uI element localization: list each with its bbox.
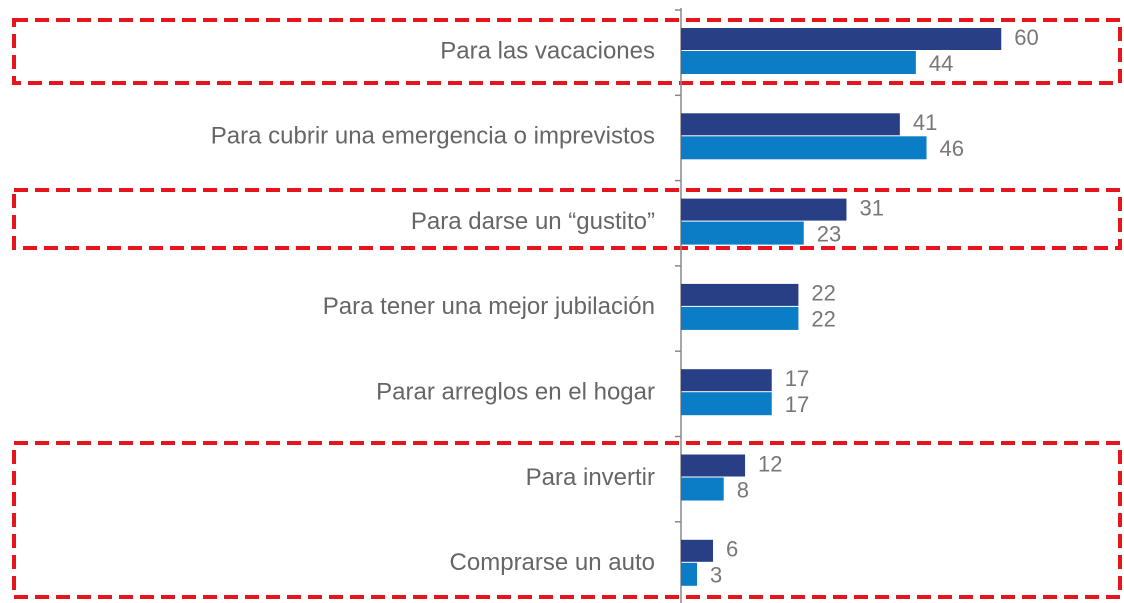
bar [681, 136, 927, 160]
bar [681, 477, 724, 501]
value-label: 6 [726, 537, 738, 562]
highlight-boxes [12, 18, 1122, 599]
value-label: 22 [811, 307, 835, 332]
category-label: Para las vacaciones [440, 37, 655, 64]
category-label: Parar arreglos en el hogar [376, 379, 655, 406]
value-label: 3 [710, 563, 722, 588]
category-label: Para invertir [526, 464, 655, 491]
category-label: Para darse un “gustito” [411, 208, 655, 235]
value-label: 23 [817, 221, 841, 246]
bar [681, 392, 772, 416]
bar [681, 539, 714, 562]
bar [681, 283, 799, 306]
value-label: 41 [913, 110, 937, 135]
value-label: 17 [785, 392, 809, 417]
bar [681, 306, 799, 330]
category-label: Comprarse un auto [450, 549, 655, 576]
value-label: 8 [737, 477, 749, 502]
value-label: 31 [859, 195, 883, 220]
highlight-box [12, 18, 1122, 85]
value-label: 17 [785, 366, 809, 391]
bar [681, 198, 847, 221]
bar [681, 369, 772, 392]
highlight-box [12, 441, 1122, 599]
value-label: 12 [758, 451, 782, 476]
category-label: Para cubrir una emergencia o imprevistos [211, 123, 655, 150]
bar [681, 562, 698, 586]
bar [681, 51, 916, 74]
bar [681, 28, 1002, 50]
value-label: 44 [929, 51, 953, 76]
category-label: Para tener una mejor jubilación [323, 293, 655, 320]
bar [681, 113, 900, 136]
highlight-box [12, 188, 1122, 250]
value-label: 46 [940, 136, 964, 161]
bar [681, 454, 746, 477]
value-label: 60 [1014, 25, 1038, 50]
value-label: 22 [811, 281, 835, 306]
bar [681, 221, 804, 245]
